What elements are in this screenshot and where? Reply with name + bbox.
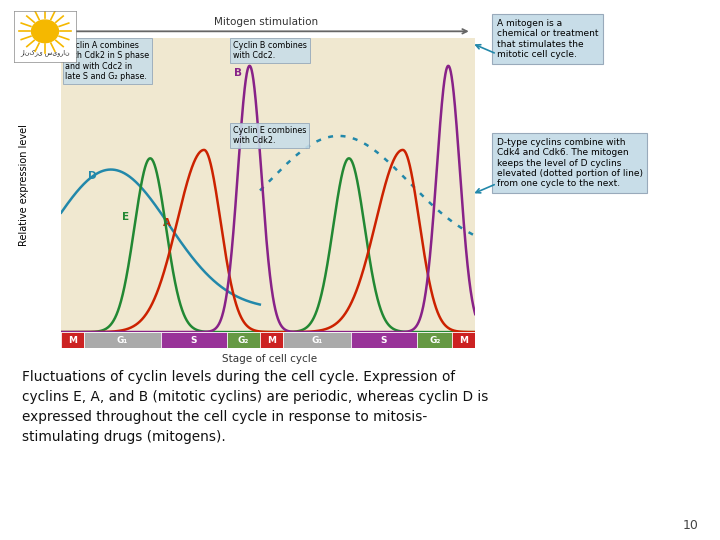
Bar (227, 332, 260, 348)
Text: رانکزی سیوران: رانکزی سیوران (20, 49, 70, 56)
Text: Cyclin B combines
with Cdc2.: Cyclin B combines with Cdc2. (233, 40, 307, 60)
Text: Mitogen stimulation: Mitogen stimulation (215, 17, 318, 27)
Bar (161, 332, 227, 348)
Text: S: S (381, 336, 387, 345)
Text: M: M (68, 336, 77, 345)
Text: B: B (234, 68, 242, 78)
Text: A: A (163, 218, 171, 228)
Text: Cyclin A combines
with Cdk2 in S phase
and with Cdc2 in
late S and G₂ phase.: Cyclin A combines with Cdk2 in S phase a… (66, 40, 150, 81)
Bar (283, 332, 351, 348)
Text: Cyclin E combines
with Cdk2.: Cyclin E combines with Cdk2. (233, 126, 307, 145)
Text: 10: 10 (683, 519, 698, 532)
Text: D: D (88, 171, 96, 181)
Text: G₁: G₁ (311, 336, 323, 345)
Text: E: E (122, 212, 130, 222)
Text: M: M (267, 336, 276, 345)
Text: D-type cyclins combine with
Cdk4 and Cdk6. The mitogen
keeps the level of D cycl: D-type cyclins combine with Cdk4 and Cdk… (497, 138, 643, 188)
Text: S: S (190, 336, 197, 345)
Bar (417, 332, 452, 348)
Text: G₁: G₁ (117, 336, 128, 345)
Bar (351, 332, 417, 348)
Bar (84, 332, 161, 348)
Text: M: M (459, 336, 468, 345)
Polygon shape (32, 20, 58, 43)
Text: A mitogen is a
chemical or treatment
that stimulates the
mitotic cell cycle.: A mitogen is a chemical or treatment tha… (497, 19, 598, 59)
Bar (260, 332, 283, 348)
Text: G₂: G₂ (238, 336, 249, 345)
Text: Relative expression level: Relative expression level (19, 124, 29, 246)
Text: Fluctuations of cyclin levels during the cell cycle. Expression of
cyclins E, A,: Fluctuations of cyclin levels during the… (22, 370, 488, 444)
Text: Stage of cell cycle: Stage of cell cycle (222, 354, 318, 364)
Bar (452, 332, 475, 348)
Bar (61, 332, 84, 348)
Text: G₂: G₂ (429, 336, 441, 345)
